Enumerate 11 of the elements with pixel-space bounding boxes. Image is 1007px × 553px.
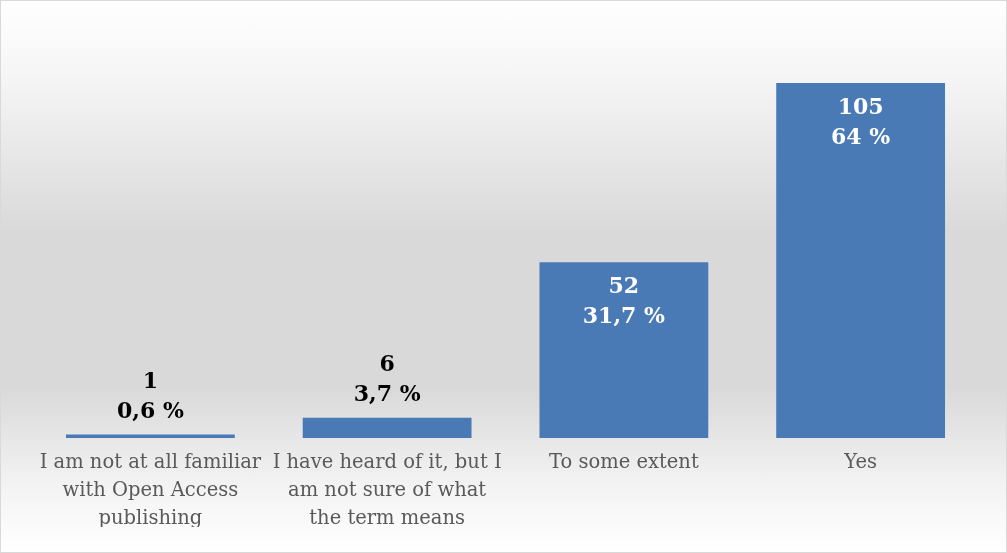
x-tick-label: I have heard of it, but I am not sure of what the term means <box>272 449 502 529</box>
bar <box>302 417 472 438</box>
bar <box>776 83 946 438</box>
data-label: 105 64 % <box>831 93 891 149</box>
x-tick-label: I am not at all familiar with Open Access publishing <box>39 449 262 529</box>
x-tick-label: Yes <box>843 449 877 473</box>
data-label: 6 3,7 % <box>353 349 421 406</box>
data-label: 52 31,7 % <box>582 272 666 329</box>
x-tick-label: To some extent <box>549 449 699 473</box>
data-label: 1 0,6 % <box>116 366 184 423</box>
bar <box>539 262 709 438</box>
